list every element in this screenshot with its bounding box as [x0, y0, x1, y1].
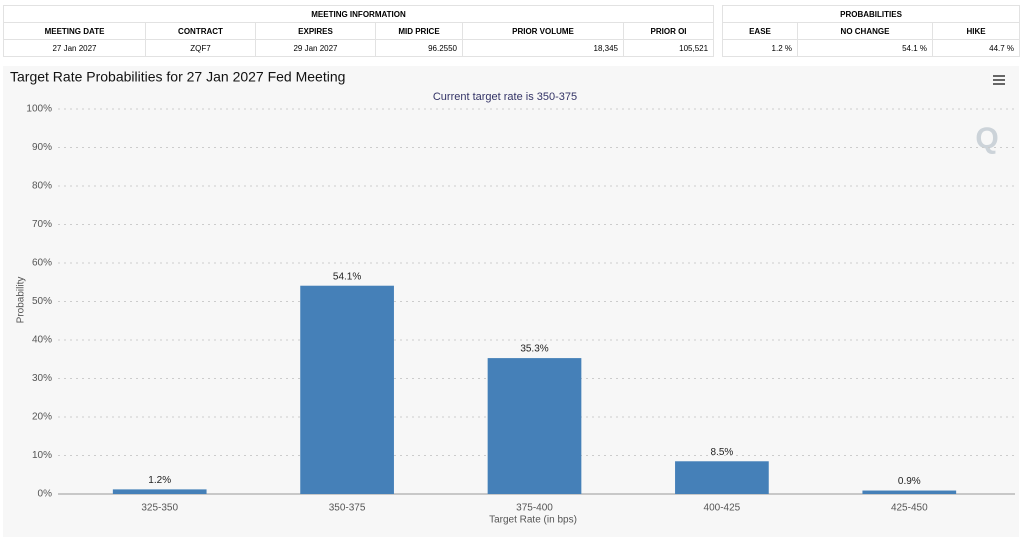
data-label: 35.3%: [520, 344, 548, 355]
column-header: EASE: [722, 22, 798, 40]
y-tick-label: 90%: [32, 142, 52, 153]
column-header: HIKE: [931, 22, 1021, 40]
table-row: PROBABILITIES: [721, 5, 1021, 23]
bar: [675, 461, 769, 494]
data-label: 54.1%: [333, 271, 361, 282]
logo: Q: [975, 122, 998, 155]
x-axis-label: Target Rate (in bps): [489, 515, 577, 526]
y-tick-label: 40%: [32, 335, 52, 346]
column-header: MEETING DATE: [3, 22, 146, 40]
table-cell: ZQF7: [145, 39, 256, 57]
column-header: PRIOR OI: [622, 22, 715, 40]
x-tick-label: 325-350: [141, 503, 178, 514]
table-row: 27 Jan 2027 ZQF7 29 Jan 2027 96.2550 18,345 1…: [3, 39, 715, 57]
bar: [112, 489, 207, 494]
table-cell: 29 Jan 2027: [255, 39, 376, 57]
y-tick-label: 70%: [32, 219, 52, 230]
x-tick-label: 425-450: [891, 503, 928, 514]
table-title: MEETING INFORMATION: [2, 5, 715, 23]
y-axis-label: Probability: [16, 277, 27, 324]
table-row: EASE NO CHANGE HIKE: [722, 22, 1021, 40]
meeting-table: MEETING INFORMATION MEETING DATE CONTRACT E…: [2, 5, 715, 57]
x-tick-label: 375-400: [516, 503, 553, 514]
column-header: MID PRICE: [375, 22, 463, 40]
x-tick-label: 350-375: [329, 503, 366, 514]
table-cell: 105,521: [622, 39, 715, 57]
column-header: EXPIRES: [255, 22, 376, 40]
table-cell: 44.7 %: [931, 39, 1021, 57]
y-tick-label: 30%: [32, 373, 52, 384]
y-tick-label: 20%: [32, 412, 52, 423]
table-cell: 27 Jan 2027: [3, 39, 146, 57]
column-header: NO CHANGE: [797, 22, 933, 40]
column-header: CONTRACT: [145, 22, 256, 40]
chart-title: Target Rate Probabilities for 27 Jan 202…: [10, 69, 345, 85]
data-label: 0.9%: [898, 476, 921, 487]
x-tick-label: 400-425: [704, 503, 741, 514]
y-tick-label: 10%: [32, 450, 52, 461]
y-tick-label: 100%: [26, 104, 52, 115]
chart: Target Rate Probabilities for 27 Jan 202…: [3, 66, 1019, 537]
table-row: MEETING INFORMATION: [2, 5, 715, 23]
y-tick-label: 80%: [32, 181, 52, 192]
probabilities-table: PROBABILITIES EASE NO CHANGE HIKE 1.2 % 54.1 …: [721, 5, 1021, 57]
menu-icon[interactable]: [993, 75, 1005, 85]
table-cell: 18,345: [462, 39, 624, 57]
data-label: 1.2%: [148, 475, 171, 486]
y-tick-label: 60%: [32, 258, 52, 269]
table-cell: 1.2 %: [722, 39, 798, 57]
table-cell: 96.2550: [375, 39, 463, 57]
data-label: 8.5%: [711, 447, 734, 458]
bar: [862, 490, 957, 494]
y-tick-label: 50%: [32, 296, 52, 307]
table-row: 1.2 % 54.1 % 44.7 %: [722, 39, 1021, 57]
y-tick-label: 0%: [38, 489, 53, 500]
bar: [300, 285, 394, 494]
chart-subtitle: Current target rate is 350-375: [433, 91, 577, 103]
column-header: PRIOR VOLUME: [462, 22, 624, 40]
table-row: MEETING DATE CONTRACT EXPIRES MID PRICE PRIO…: [3, 22, 715, 40]
bar: [487, 358, 582, 494]
table-title: PROBABILITIES: [721, 5, 1021, 23]
table-cell: 54.1 %: [797, 39, 933, 57]
